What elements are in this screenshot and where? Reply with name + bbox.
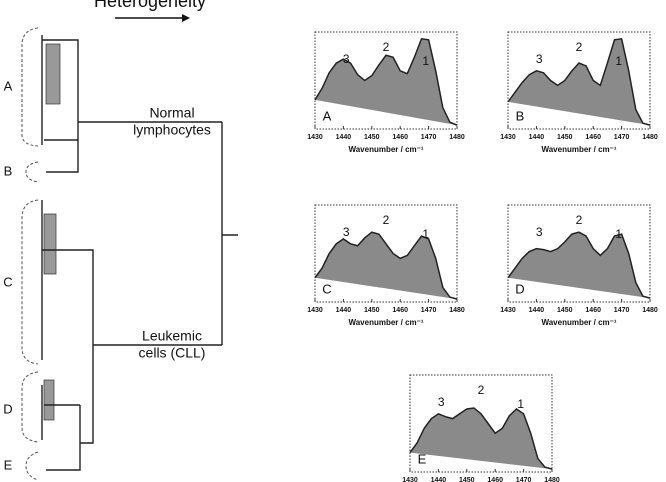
group-label: cells (CLL) xyxy=(139,345,206,361)
x-tick-label: 1450 xyxy=(557,134,573,141)
x-tick-label: 1430 xyxy=(307,134,323,141)
cluster-label: D xyxy=(3,401,12,416)
plot-frame xyxy=(314,31,458,130)
cluster-label: E xyxy=(4,457,13,472)
peak-label: 1 xyxy=(615,227,622,241)
x-tick-label: 1430 xyxy=(500,134,516,141)
spectrum-area xyxy=(409,407,553,470)
peak-label: 1 xyxy=(422,227,429,241)
x-tick-label: 1480 xyxy=(449,307,465,314)
x-tick-label: 1430 xyxy=(402,477,418,482)
spectrum-area xyxy=(507,37,651,126)
dendrogram xyxy=(21,27,238,481)
peak-label: 1 xyxy=(517,397,524,411)
cluster-label: C xyxy=(3,274,12,289)
x-tick-label: 1470 xyxy=(614,307,630,314)
panel-label: C xyxy=(322,281,331,296)
x-tick-label: 1440 xyxy=(336,134,352,141)
x-tick-label: 1450 xyxy=(364,134,380,141)
plot-frame xyxy=(409,374,553,473)
peak-label: 3 xyxy=(536,225,543,239)
peak-label: 2 xyxy=(478,383,485,397)
x-tick-label: 1450 xyxy=(459,477,475,482)
x-tick-label: 1480 xyxy=(544,477,560,482)
spectrum-area xyxy=(314,231,458,300)
peak-label: 1 xyxy=(615,54,622,68)
x-tick-label: 1460 xyxy=(392,307,408,314)
plot-frame xyxy=(507,31,651,130)
spectrum-area xyxy=(314,37,458,126)
peak-label: 3 xyxy=(343,225,350,239)
x-tick-label: 1440 xyxy=(529,307,545,314)
cluster-label: B xyxy=(4,163,13,178)
x-tick-label: 1480 xyxy=(642,134,658,141)
peak-label: 3 xyxy=(438,395,445,409)
x-tick-label: 1440 xyxy=(336,307,352,314)
x-tick-label: 1470 xyxy=(421,307,437,314)
cluster-label: A xyxy=(4,78,13,93)
x-axis-label: Wavenumber / cm⁻¹ xyxy=(348,318,423,327)
panel-label: A xyxy=(323,108,332,123)
panel-label: D xyxy=(515,281,524,296)
plot-frame xyxy=(507,204,651,303)
x-tick-label: 1460 xyxy=(585,134,601,141)
spectrum-area xyxy=(507,231,651,299)
x-axis-label: Wavenumber / cm⁻¹ xyxy=(348,145,423,154)
x-tick-label: 1460 xyxy=(487,477,503,482)
peak-label: 3 xyxy=(343,52,350,66)
x-tick-label: 1470 xyxy=(614,134,630,141)
x-tick-label: 1450 xyxy=(557,307,573,314)
x-tick-label: 1430 xyxy=(307,307,323,314)
x-tick-label: 1480 xyxy=(642,307,658,314)
heading: Heterogeneity xyxy=(94,0,206,11)
peak-label: 2 xyxy=(576,40,583,54)
peak-label: 2 xyxy=(383,40,390,54)
x-tick-label: 1470 xyxy=(421,134,437,141)
peak-label: 1 xyxy=(422,54,429,68)
group-label: Normal xyxy=(149,105,194,121)
peak-label: 3 xyxy=(536,52,543,66)
x-tick-label: 1460 xyxy=(392,134,408,141)
peak-label: 2 xyxy=(576,213,583,227)
x-tick-label: 1460 xyxy=(585,307,601,314)
group-label: lymphocytes xyxy=(133,122,211,138)
peak-label: 2 xyxy=(383,213,390,227)
group-label: Leukemic xyxy=(142,328,202,344)
x-axis-label: Wavenumber / cm⁻¹ xyxy=(541,318,616,327)
x-tick-label: 1440 xyxy=(529,134,545,141)
arrow xyxy=(115,14,190,22)
x-axis-label: Wavenumber / cm⁻¹ xyxy=(541,145,616,154)
panel-label: E xyxy=(418,451,427,466)
plot-frame xyxy=(314,204,458,303)
x-tick-label: 1480 xyxy=(449,134,465,141)
panel-label: B xyxy=(516,108,525,123)
x-tick-label: 1430 xyxy=(500,307,516,314)
x-tick-label: 1470 xyxy=(516,477,532,482)
x-tick-label: 1450 xyxy=(364,307,380,314)
x-tick-label: 1440 xyxy=(431,477,447,482)
